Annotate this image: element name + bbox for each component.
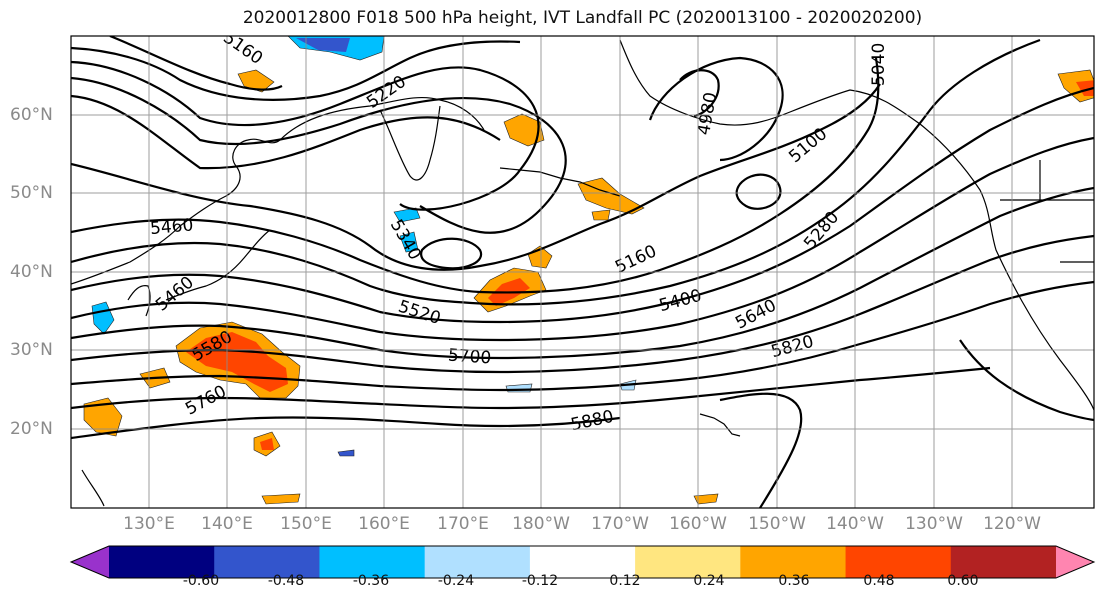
ivt-positive-small-f [591,209,611,221]
contour-line [71,60,540,211]
coastline-north-america [919,123,1094,411]
contour-label: 5100 [785,124,831,167]
colorbar-swatch [740,546,847,578]
colorbar-tick-label: 0.36 [778,573,810,589]
colorbar-tick-label: -0.36 [352,573,390,589]
lat-tick-label: 20°N [10,419,53,439]
lon-tick-label: 150°E [280,514,332,534]
lon-tick-label: 180°W [512,514,570,534]
contour-label: 5340 [386,216,425,263]
contour-line [71,40,521,101]
contour-label: 5160 [219,28,266,69]
colorbar-tick-label: 0.24 [693,573,725,589]
lon-tick-label: 170°E [437,514,489,534]
ivt-positive-small-d [261,493,301,505]
colorbar [69,545,1096,579]
ivt-negative-south-c [337,449,355,457]
lat-tick-label: 60°N [10,105,53,125]
contour-line [109,36,283,91]
colorbar-swatch [950,546,1057,578]
contour-label: 5760 [182,382,230,420]
ivt-strong-negative-japan-north [296,38,350,52]
lon-tick-label: 130°W [905,514,963,534]
colorbar-extend-high [1056,546,1094,578]
ivt-positive-southwest [83,397,123,437]
contour-label: 5400 [657,286,704,317]
coastline-alaska [619,39,921,126]
contour-label: 5460 [152,273,198,316]
contour-line [71,280,1094,392]
lat-tick-label: 50°N [10,183,53,203]
colorbar-swatch [529,546,636,578]
lon-tick-label: 140°W [826,514,884,534]
lat-tick-label: 40°N [10,262,53,282]
ivt-positive-japan [237,69,275,93]
contour-line [71,57,880,294]
coastlines [71,39,1094,507]
contour-line [735,173,782,210]
contour-line [71,94,501,170]
lon-tick-label: 120°W [983,514,1041,534]
lon-tick-label: 130°E [123,514,175,534]
contour-label: 5880 [569,407,615,436]
ivt-positive-kamchatka [503,113,545,147]
colorbar-swatch [845,546,952,578]
ivt-negative-center-b [399,231,419,253]
coastline-korea [127,285,151,317]
map-title: 2020012800 F018 500 hPa height, IVT Land… [242,8,923,28]
coastline-asia [71,96,485,285]
colorbar-tick-label: -0.60 [182,573,220,589]
contour-line [71,83,881,271]
contour-label: 5700 [447,345,492,368]
colorbar-swatch [109,546,215,578]
contour-label: 5520 [396,297,443,329]
contour-line [71,38,1041,306]
ivt-positive-small-e [693,493,719,505]
contour-line [71,76,567,234]
colorbar-tick-label: -0.24 [437,573,475,589]
coastline-kamchatka [379,105,441,181]
contour-line [719,392,803,508]
contour-line [71,186,1094,360]
contour-line [71,416,621,440]
colorbar-tick-label: -0.48 [267,573,305,589]
colorbar-tick-label: -0.12 [521,573,559,589]
ivt-strong-small-c [260,438,274,450]
colorbar-tick-label: 0.60 [947,573,979,589]
lon-tick-label: 150°W [748,514,806,534]
ivt-positive-aleutian [577,177,645,215]
coastline-hawaii [699,413,741,437]
contour-label: 5040 [869,43,889,86]
contour-line [71,366,991,410]
lon-tick-label: 140°E [201,514,253,534]
colorbar-swatch [424,546,531,578]
coastline-aleutians [499,167,621,197]
contour-line [71,86,1094,324]
coastline-philippines [81,469,105,507]
colorbar-swatch [635,546,741,578]
colorbar-swatch [319,546,426,578]
ivt-shading [83,36,1094,505]
lon-tick-label: 170°W [591,514,649,534]
colorbar-swatch [214,546,320,578]
contour-line [679,69,720,118]
ivt-negative-center-a [393,207,421,223]
contour-line [420,237,483,270]
lat-tick-label: 30°N [10,340,53,360]
lon-tick-label: 160°W [669,514,727,534]
colorbar-tick-label: 0.48 [863,573,895,589]
contour-line [648,56,784,162]
contour-line [71,136,1094,342]
colorbar-extend-low [71,546,109,578]
colorbar-tick-label: 0.12 [609,573,641,589]
lon-tick-label: 160°E [358,514,410,534]
ivt-negative-west [91,301,115,335]
map-border [70,35,1095,509]
colorbar-outline [69,545,1096,579]
contour-label: 5460 [149,215,194,239]
graticule [71,36,1094,508]
ivt-strong-east [1076,80,1094,96]
contour-line [959,339,1094,422]
